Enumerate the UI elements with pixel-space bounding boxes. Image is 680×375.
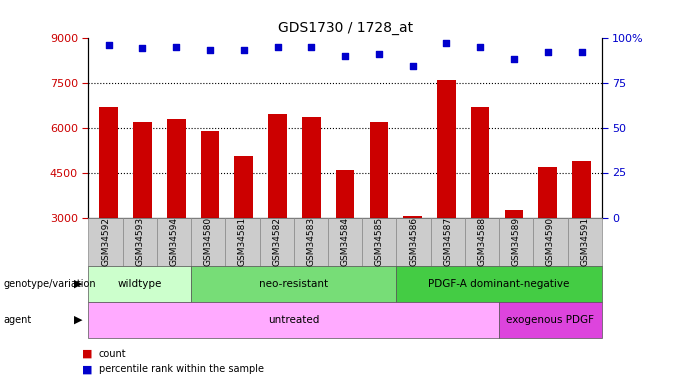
Text: ■: ■	[82, 364, 92, 374]
Point	[543, 49, 554, 55]
Text: PDGF-A dominant-negative: PDGF-A dominant-negative	[428, 279, 570, 289]
Text: GSM34589: GSM34589	[512, 217, 521, 266]
Text: GSM34584: GSM34584	[341, 217, 350, 266]
Bar	[573, 160, 591, 218]
Bar	[99, 106, 118, 218]
Point	[509, 56, 520, 62]
Bar	[471, 106, 490, 218]
Point	[238, 47, 249, 53]
Text: ■: ■	[82, 349, 92, 358]
Text: neo-resistant: neo-resistant	[259, 279, 328, 289]
Text: GSM34591: GSM34591	[580, 217, 589, 266]
Text: GSM34588: GSM34588	[477, 217, 486, 266]
Point	[272, 44, 283, 50]
Text: ▶: ▶	[74, 315, 82, 325]
Bar	[235, 156, 253, 218]
Text: GSM34585: GSM34585	[375, 217, 384, 266]
Text: GSM34580: GSM34580	[204, 217, 213, 266]
Text: genotype/variation: genotype/variation	[3, 279, 96, 289]
Text: GSM34583: GSM34583	[307, 217, 316, 266]
Point	[171, 44, 182, 50]
Text: wildtype: wildtype	[118, 279, 162, 289]
Point	[103, 42, 114, 48]
Text: GSM34582: GSM34582	[272, 217, 281, 266]
Bar	[133, 122, 152, 218]
Point	[576, 49, 587, 55]
Bar	[505, 210, 524, 218]
Text: GSM34586: GSM34586	[409, 217, 418, 266]
Point	[373, 51, 384, 57]
Text: agent: agent	[3, 315, 32, 325]
Title: GDS1730 / 1728_at: GDS1730 / 1728_at	[277, 21, 413, 35]
Point	[475, 44, 486, 50]
Bar	[370, 122, 388, 218]
Bar	[403, 216, 422, 217]
Text: count: count	[99, 349, 126, 358]
Bar	[167, 118, 186, 218]
Point	[407, 63, 418, 69]
Bar	[437, 80, 456, 218]
Text: GSM34593: GSM34593	[135, 217, 144, 266]
Point	[306, 44, 317, 50]
Text: GSM34581: GSM34581	[238, 217, 247, 266]
Text: GSM34587: GSM34587	[443, 217, 452, 266]
Bar	[539, 166, 557, 218]
Point	[339, 53, 351, 58]
Bar	[336, 170, 354, 217]
Bar	[201, 130, 219, 218]
Text: untreated: untreated	[268, 315, 320, 325]
Text: GSM34592: GSM34592	[101, 217, 110, 266]
Text: ▶: ▶	[74, 279, 82, 289]
Point	[441, 40, 452, 46]
Text: GSM34590: GSM34590	[546, 217, 555, 266]
Text: GSM34594: GSM34594	[169, 217, 178, 266]
Bar	[302, 117, 320, 218]
Text: exogenous PDGF: exogenous PDGF	[507, 315, 594, 325]
Point	[137, 45, 148, 51]
Text: percentile rank within the sample: percentile rank within the sample	[99, 364, 264, 374]
Bar	[268, 114, 287, 218]
Point	[205, 47, 216, 53]
